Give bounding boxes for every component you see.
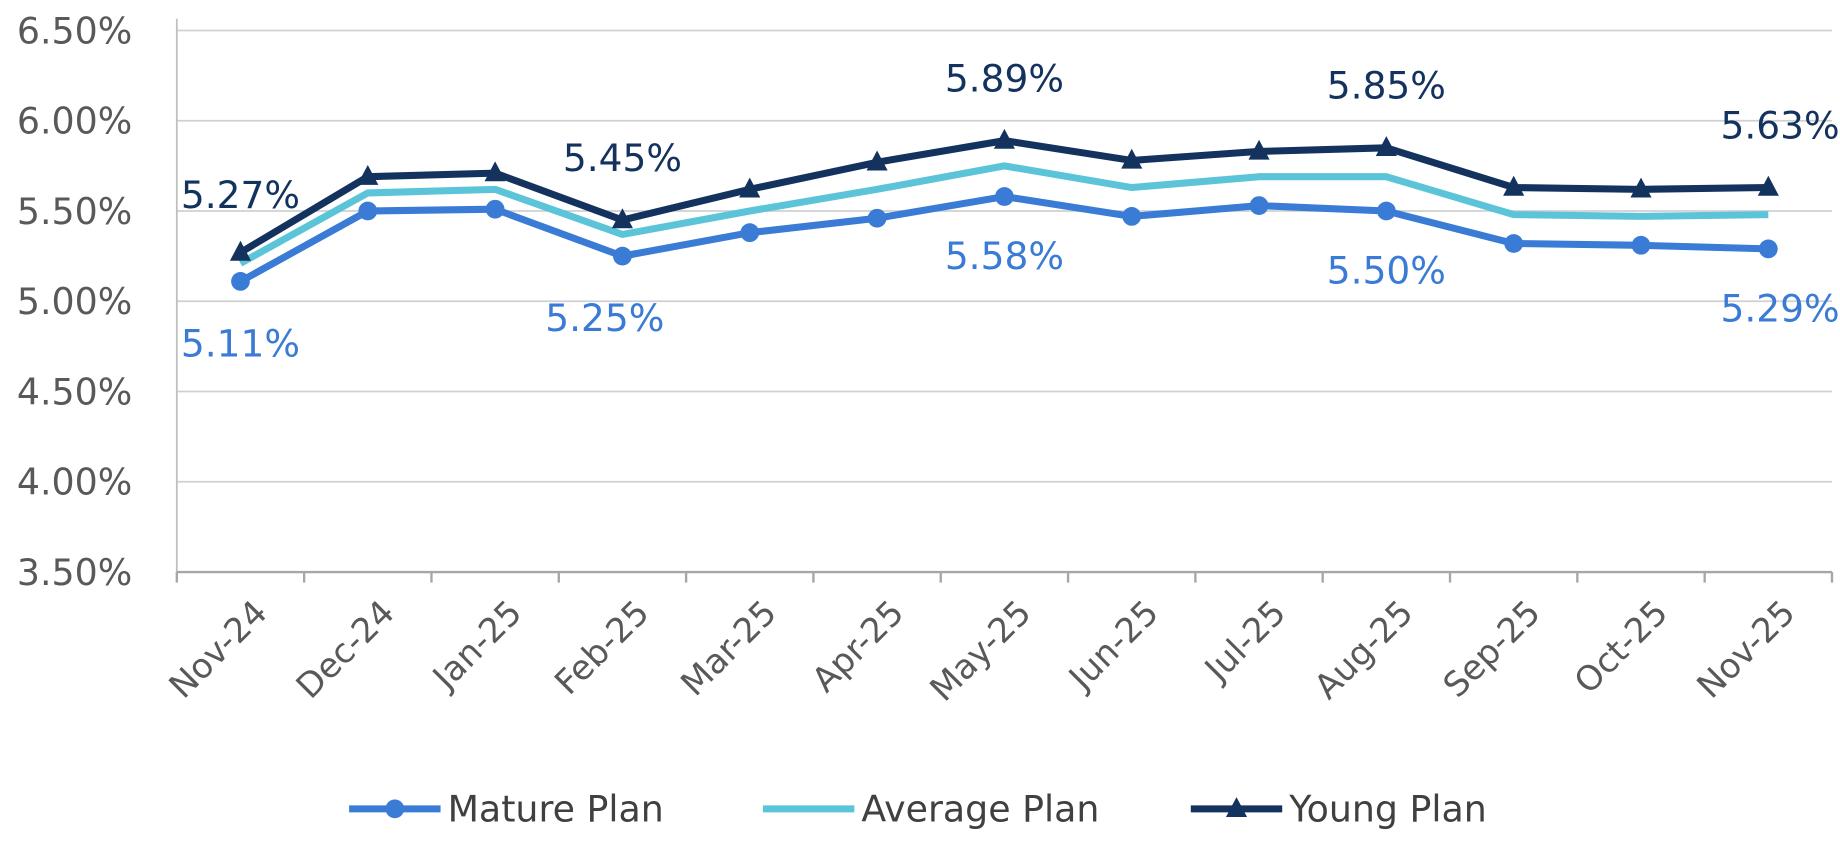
x-tick-label: Nov-25	[1689, 593, 1803, 707]
legend-label: Average Plan	[861, 788, 1099, 831]
y-tick-label: 4.00%	[17, 461, 132, 504]
data-label: 5.45%	[563, 136, 682, 180]
circle-marker	[385, 799, 405, 819]
legend-item-mature-plan: Mature Plan	[349, 788, 664, 831]
data-label: 5.27%	[181, 173, 300, 217]
y-tick-label: 3.50%	[17, 551, 132, 594]
x-tick-label: Apr-25	[804, 593, 912, 701]
triangle-marker	[1757, 175, 1779, 196]
series-mature-plan	[231, 187, 1778, 291]
x-tick-label: Mar-25	[673, 593, 784, 704]
circle-marker	[231, 272, 250, 291]
data-labels: 5.11% 5.25% 5.58% 5.50% 5.29% 5.27% 5.45% 5.89%…	[181, 56, 1840, 365]
triangle-marker	[611, 208, 633, 229]
data-label: 5.85%	[1327, 64, 1446, 108]
circle-marker	[1376, 201, 1396, 221]
data-label: 5.50%	[1327, 249, 1446, 293]
triangle-marker	[1503, 175, 1525, 196]
circle-marker	[1249, 196, 1269, 215]
triangle-marker	[866, 150, 888, 171]
x-tick-label: Oct-25	[1567, 593, 1676, 702]
legend-label: Mature Plan	[448, 788, 664, 831]
triangle-marker	[1121, 148, 1143, 169]
triangle-marker	[739, 177, 761, 198]
data-label: 5.29%	[1720, 287, 1839, 331]
circle-marker	[740, 223, 760, 243]
data-label: 5.58%	[945, 234, 1064, 278]
triangle-marker	[1630, 177, 1652, 198]
triangle-marker	[1248, 139, 1270, 160]
data-label: 5.63%	[1720, 103, 1839, 147]
x-tick-label: Aug-25	[1307, 593, 1421, 707]
circle-marker	[485, 199, 505, 219]
y-tick-label: 6.50%	[17, 9, 132, 52]
x-axis: Nov-24 Dec-24 Jan-25 Feb-25 Mar-25 Apr-25 May-…	[162, 570, 1834, 710]
circle-marker	[867, 208, 887, 228]
series-layer	[229, 128, 1779, 291]
data-label: 5.89%	[945, 56, 1064, 100]
y-tick-label: 4.50%	[17, 370, 132, 413]
triangle-marker	[1375, 136, 1397, 157]
circle-marker	[1504, 234, 1524, 253]
x-tick-label: Jan-25	[424, 593, 530, 699]
circle-marker	[358, 201, 378, 221]
circle-marker	[995, 187, 1014, 206]
y-tick-label: 5.50%	[17, 190, 132, 233]
data-label: 5.11%	[181, 321, 300, 365]
legend-label: Young Plan	[1288, 788, 1487, 831]
x-tick-label: Feb-25	[547, 593, 657, 703]
circle-marker	[613, 246, 632, 266]
legend-item-average-plan: Average Plan	[762, 788, 1099, 831]
series-line	[238, 162, 1769, 267]
x-tick-label: Jun-25	[1060, 593, 1166, 699]
circle-marker	[1758, 239, 1778, 259]
series-young-plan	[229, 128, 1779, 261]
y-tick-label: 5.00%	[17, 280, 132, 323]
x-tick-label: May-25	[923, 593, 1040, 710]
y-axis-ticks: 3.50% 4.00% 4.50% 5.00% 5.50% 6.00% 6.50%	[17, 9, 132, 594]
circle-marker	[1122, 207, 1142, 226]
series-average-plan	[238, 162, 1769, 267]
triangle-marker	[357, 164, 379, 185]
x-tick-label: Dec-24	[289, 593, 403, 707]
gridlines	[175, 18, 1832, 573]
legend: Mature Plan Average Plan Young Plan	[349, 788, 1487, 831]
x-tick-label: Nov-24	[162, 593, 276, 707]
y-tick-label: 6.00%	[17, 100, 132, 143]
triangle-marker	[484, 161, 506, 182]
triangle-marker	[993, 128, 1015, 149]
legend-item-young-plan: Young Plan	[1190, 788, 1487, 831]
x-tick-label: Jul-25	[1196, 593, 1294, 691]
circle-marker	[1631, 235, 1651, 255]
data-label: 5.25%	[545, 296, 664, 340]
triangle-marker	[229, 240, 252, 261]
triangle-marker	[1225, 797, 1248, 818]
x-tick-label: Sep-25	[1436, 593, 1549, 706]
